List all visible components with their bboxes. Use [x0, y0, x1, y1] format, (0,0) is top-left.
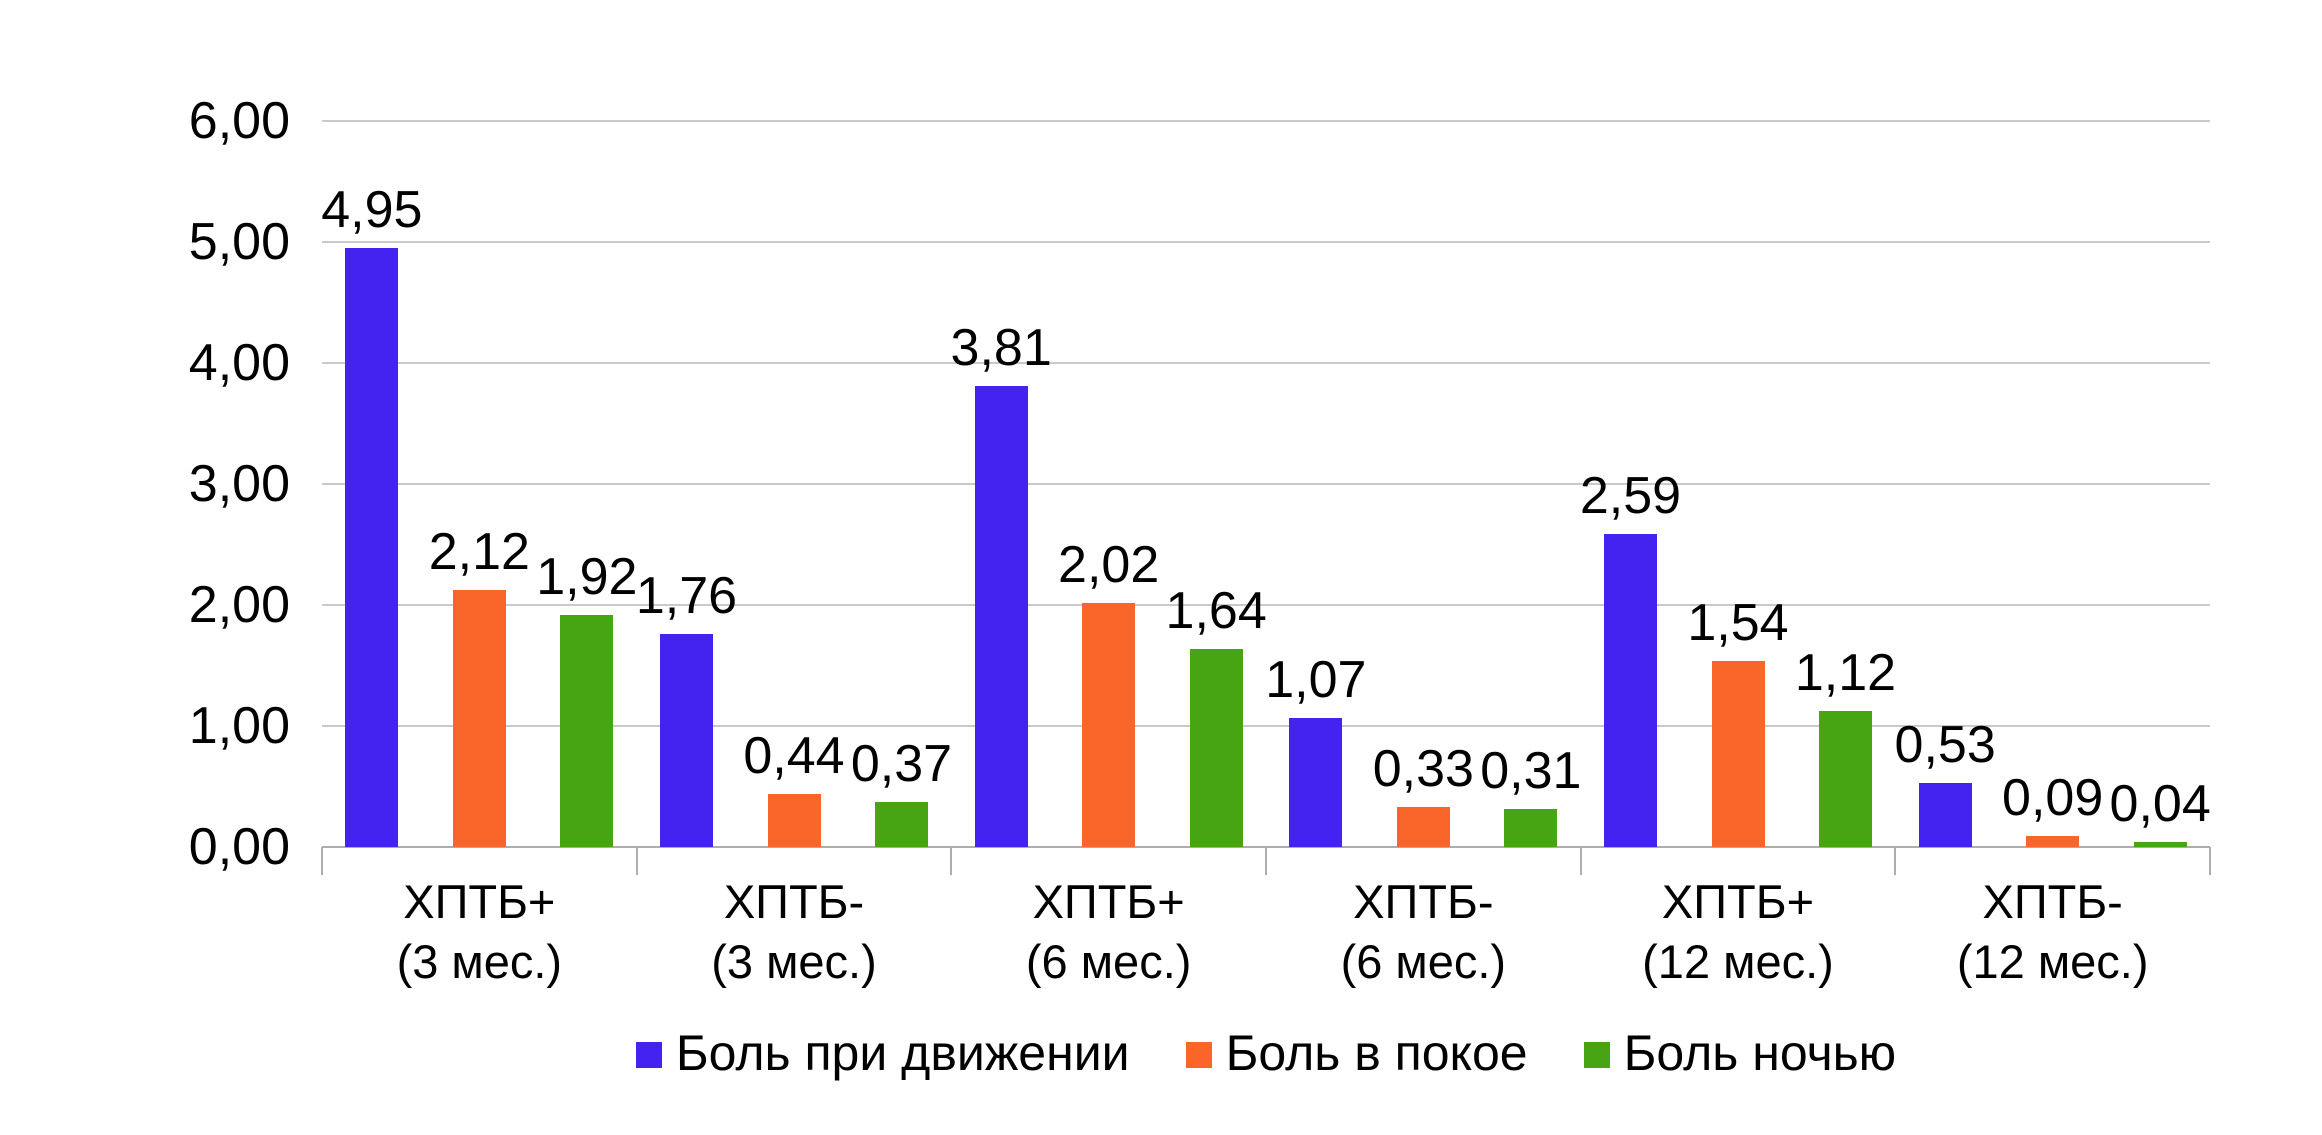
bar-value-label: 0,09: [2002, 769, 2104, 828]
bar: [767, 793, 821, 847]
gridline: [322, 362, 2210, 364]
bar-value-label: 0,31: [1480, 742, 1582, 801]
category-name: ХПТБ-: [723, 875, 865, 928]
bar-value-label: 2,59: [1579, 466, 1682, 525]
bar: [2026, 836, 2080, 847]
gridline: [322, 604, 2210, 606]
legend-label: Боль в покое: [1225, 1025, 1528, 1081]
bar: [660, 634, 713, 847]
legend-item: Боль ночью: [1583, 1025, 1897, 1081]
y-axis-tick-label: 0,00: [188, 818, 290, 876]
bar: [875, 802, 928, 847]
legend: Боль при движении Боль в покое Боль ночью: [322, 1025, 2210, 1081]
y-axis-tick-label: 5,00: [188, 213, 290, 271]
category-period: (12 мес.): [1956, 935, 2149, 988]
bar-value-label: 0,37: [850, 735, 953, 794]
gridline: [322, 241, 2210, 243]
legend-swatch: [635, 1042, 662, 1068]
legend-label: Боль ночью: [1623, 1025, 1897, 1081]
bar: [1189, 648, 1243, 847]
bar: [1289, 717, 1343, 847]
legend-label: Боль при движении: [675, 1025, 1130, 1081]
bar: [1711, 660, 1765, 847]
x-axis-tick: [950, 847, 953, 875]
x-axis-category-label: ХПТБ+ (12 мес.): [1581, 872, 1896, 992]
bar-value-label: 1,54: [1687, 593, 1789, 652]
bar: [974, 385, 1028, 847]
y-axis-tick-label: 1,00: [188, 697, 290, 755]
gridline: [322, 120, 2210, 122]
bar-value-label: 0,04: [2109, 775, 2211, 834]
bar: [1819, 711, 1872, 847]
category-period: (12 мес.): [1642, 935, 1834, 988]
bar: [1504, 809, 1558, 847]
legend-swatch: [1185, 1042, 1212, 1068]
bar: [2133, 842, 2187, 847]
bar-value-label: 1,92: [536, 547, 638, 606]
bar-value-label: 0,44: [743, 726, 845, 785]
x-axis-category-label: ХПТБ+ (3 мес.): [322, 872, 637, 992]
x-axis-category-label: ХПТБ+ (6 мес.): [951, 872, 1266, 992]
bar: [1396, 807, 1450, 847]
legend-item: Боль при движении: [635, 1025, 1130, 1081]
x-axis-category-label: ХПТБ- (6 мес.): [1266, 872, 1581, 992]
category-name: ХПТБ+: [1661, 875, 1815, 928]
bar-value-label: 1,64: [1165, 581, 1267, 640]
x-axis-tick: [2209, 847, 2211, 875]
x-axis-category-label: ХПТБ- (3 мес.): [637, 872, 952, 992]
legend-item: Боль в покое: [1185, 1025, 1528, 1081]
bar-value-label: 4,95: [321, 181, 423, 240]
bar: [1082, 602, 1136, 847]
bar-value-label: 1,76: [635, 567, 738, 626]
bar-value-label: 1,07: [1265, 650, 1367, 709]
category-period: (3 мес.): [711, 935, 877, 988]
gridline: [322, 725, 2210, 727]
category-name: ХПТБ+: [403, 875, 556, 928]
y-axis-tick-label: 6,00: [188, 92, 290, 150]
bar-value-label: 0,53: [1894, 715, 1996, 774]
x-axis-tick: [1894, 847, 1897, 875]
x-axis-tick: [635, 847, 638, 875]
category-name: ХПТБ+: [1032, 875, 1185, 928]
x-axis-tick: [1265, 847, 1267, 875]
bar: [1918, 782, 1972, 847]
category-period: (6 мес.): [1340, 935, 1507, 988]
y-axis-tick-label: 3,00: [188, 455, 290, 513]
bar-value-label: 1,12: [1794, 644, 1897, 703]
x-axis-tick: [1579, 847, 1582, 875]
x-axis-category-label: ХПТБ- (12 мес.): [1895, 872, 2210, 992]
bar-value-label: 2,12: [428, 523, 530, 582]
bar-value-label: 2,02: [1058, 535, 1160, 594]
bar: [1604, 533, 1657, 847]
bar-value-label: 3,81: [950, 318, 1052, 377]
category-name: ХПТБ-: [1982, 875, 2123, 928]
y-axis-tick-label: 2,00: [188, 576, 290, 634]
category-period: (3 мес.): [396, 935, 563, 988]
category-name: ХПТБ-: [1353, 875, 1494, 928]
category-period: (6 мес.): [1025, 935, 1192, 988]
legend-swatch: [1583, 1042, 1610, 1068]
bar-value-label: 0,33: [1372, 740, 1474, 799]
x-axis-tick: [321, 847, 323, 875]
bar: [452, 590, 506, 847]
gridline: [322, 483, 2210, 485]
bar: [345, 248, 399, 847]
y-axis-tick-label: 4,00: [188, 334, 290, 392]
bar: [560, 614, 614, 847]
